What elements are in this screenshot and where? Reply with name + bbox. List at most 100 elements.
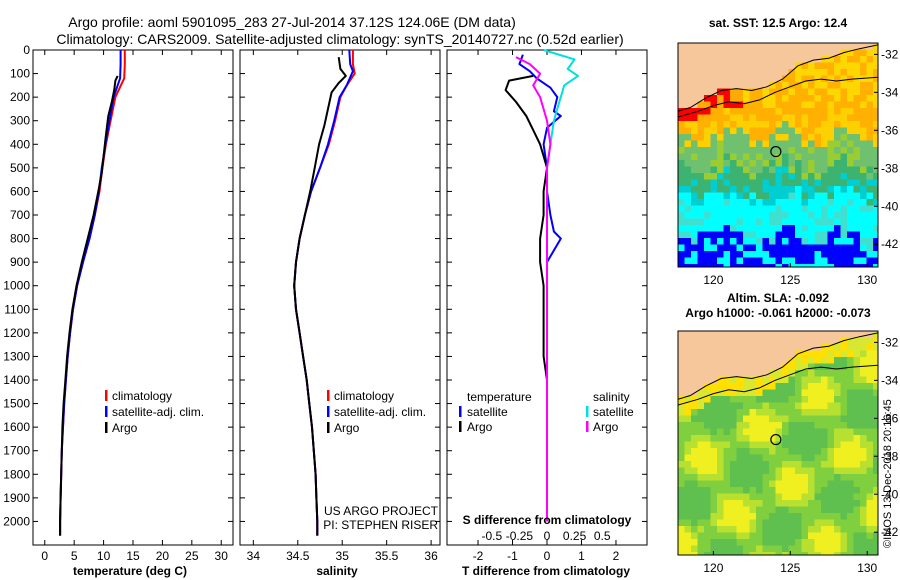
map-cell	[860, 134, 868, 142]
map-cell	[814, 238, 822, 246]
map-cell	[860, 95, 868, 103]
map-cell	[847, 383, 855, 391]
map-cell	[684, 244, 692, 252]
map-cell	[736, 480, 744, 488]
map-cell	[795, 160, 803, 168]
map-cell	[710, 121, 718, 129]
map-cell	[795, 218, 803, 226]
map-cell	[808, 493, 816, 501]
map-cell	[717, 552, 725, 555]
map-cell	[736, 539, 744, 547]
map-cell	[717, 147, 725, 155]
x-tick-label: 30	[215, 549, 229, 563]
map-cell	[704, 264, 712, 267]
map-cell	[756, 389, 764, 397]
map-cell	[717, 415, 725, 423]
map-cell	[853, 539, 861, 547]
map-cell	[678, 474, 686, 482]
map-cell	[684, 251, 692, 259]
map-cell	[730, 493, 738, 501]
map-cell	[782, 134, 790, 142]
map-cell	[730, 212, 738, 220]
map-cell	[743, 88, 751, 96]
depth-tick-label: 1400	[3, 373, 30, 387]
map-cell	[769, 108, 777, 116]
map-cell	[827, 363, 835, 371]
map-cell	[853, 552, 861, 555]
map-cell	[678, 127, 686, 135]
map-cell	[801, 244, 809, 252]
map-cell	[684, 448, 692, 456]
map-cell	[736, 513, 744, 521]
map-cell	[866, 428, 874, 436]
map-cell	[853, 337, 861, 345]
map-cell	[821, 179, 829, 187]
sla-map-title-2: Argo h1000: -0.061 h2000: -0.073	[685, 306, 871, 320]
map-cell	[821, 114, 829, 122]
map-cell	[775, 539, 783, 547]
map-cell	[769, 428, 777, 436]
map-cell	[730, 147, 738, 155]
map-cell	[873, 500, 878, 508]
map-frame	[677, 330, 879, 556]
map-cell	[860, 218, 868, 226]
map-cell	[730, 461, 738, 469]
map-cell	[717, 519, 725, 527]
map-cell	[736, 140, 744, 148]
map-cell	[795, 422, 803, 430]
map-cell	[873, 134, 878, 142]
map-cell	[866, 127, 874, 135]
map-cell	[866, 49, 874, 57]
map-cell	[697, 396, 705, 404]
map-cell	[756, 526, 764, 534]
map-cell	[853, 147, 861, 155]
map-cell	[743, 513, 751, 521]
map-cell	[827, 231, 835, 239]
map-cell	[860, 62, 868, 70]
map-cell	[788, 218, 796, 226]
map-cell	[821, 461, 829, 469]
map-cell	[860, 69, 868, 77]
legend-swatch-temp-argo	[459, 421, 462, 432]
map-cell	[730, 179, 738, 187]
map-cell	[782, 441, 790, 449]
map-cell	[840, 467, 848, 475]
map-cell	[743, 526, 751, 534]
map-cell	[717, 173, 725, 181]
map-cell	[808, 383, 816, 391]
map-cell	[808, 519, 816, 527]
map-cell	[873, 127, 878, 135]
map-cell	[749, 506, 757, 514]
map-cell	[834, 153, 842, 161]
map-cell	[801, 402, 809, 410]
map-cell	[801, 363, 809, 371]
map-cell	[866, 153, 874, 161]
map-cell	[704, 225, 712, 233]
map-cell	[775, 88, 783, 96]
map-cell	[866, 95, 874, 103]
map-cell	[684, 480, 692, 488]
map-cell	[860, 428, 868, 436]
map-cell	[866, 205, 874, 213]
map-cell	[860, 376, 868, 384]
map-cell	[795, 513, 803, 521]
map-cell	[723, 539, 731, 547]
map-cell	[873, 409, 878, 417]
map-cell	[853, 500, 861, 508]
map-cell	[743, 552, 751, 555]
map-cell	[730, 402, 738, 410]
map-cell	[736, 121, 744, 129]
map-cell	[730, 186, 738, 194]
map-cell	[801, 231, 809, 239]
legend-label-argo: Argo	[334, 421, 360, 435]
map-cell	[853, 218, 861, 226]
map-cell	[827, 121, 835, 129]
map-cell	[814, 264, 822, 267]
map-cell	[736, 519, 744, 527]
map-cell	[814, 95, 822, 103]
map-cell	[795, 264, 803, 267]
map-cell	[827, 69, 835, 77]
map-cell	[678, 186, 686, 194]
map-cell	[684, 147, 692, 155]
map-cell	[723, 506, 731, 514]
